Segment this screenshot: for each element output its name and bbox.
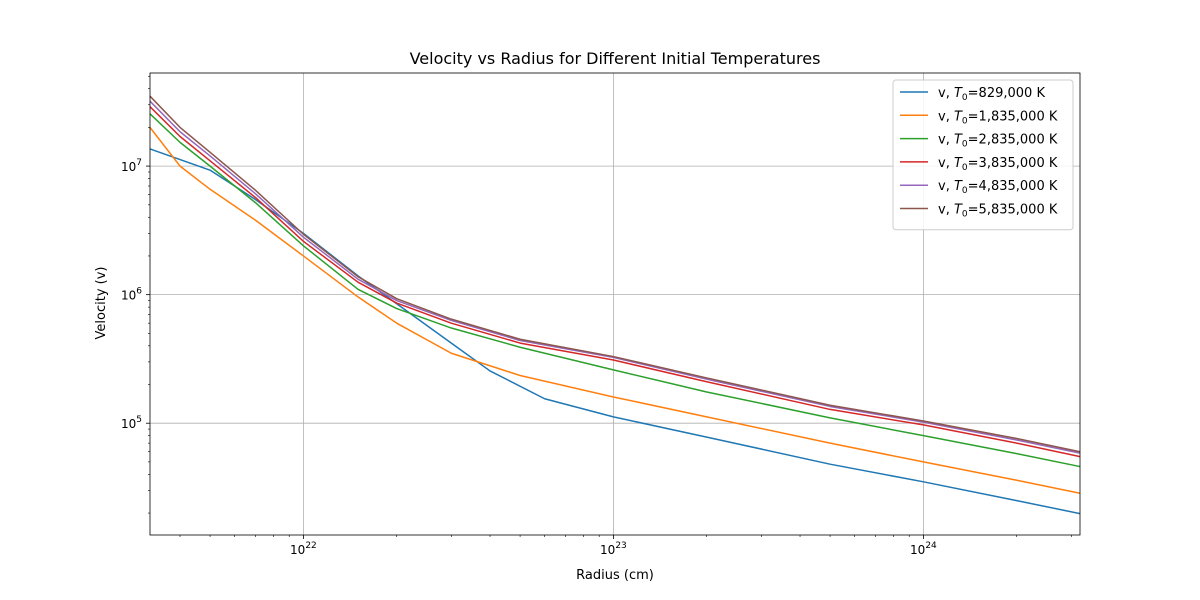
x-tick-label: 1022	[290, 541, 317, 557]
legend-entry-label: v, T0=3,835,000 K	[938, 156, 1058, 173]
axes: 1022 1023 1024 105 106 107	[121, 72, 1081, 557]
legend-entry-label: v, T0=1,835,000 K	[938, 109, 1058, 126]
series-line-2	[149, 126, 1081, 495]
legend-box	[892, 79, 1074, 231]
legend-entry-label: v, T0=4,835,000 K	[938, 179, 1058, 196]
y-tick-label: 106	[121, 287, 142, 303]
series-lines	[149, 95, 1081, 515]
x-tick-label: 1024	[910, 541, 937, 557]
plot-frame	[149, 72, 1081, 536]
y-tick-label: 105	[121, 415, 142, 431]
series-line-4	[149, 106, 1081, 458]
series-line-3	[149, 113, 1081, 468]
y-tick-label: 107	[121, 158, 142, 174]
series-line-5	[149, 100, 1081, 454]
legend-entry-label: v, T0=5,835,000 K	[938, 203, 1058, 220]
x-tick-label: 1023	[600, 541, 627, 557]
x-axis-label: Radius (cm)	[576, 568, 654, 583]
series-line-6	[149, 95, 1081, 453]
y-axis-label: Velocity (v)	[94, 267, 109, 340]
legend-entry-label: v, T0=829,000 K	[938, 86, 1045, 103]
series-line-1	[149, 148, 1081, 515]
legend: v, T0=829,000 K v, T0=1,835,000 K v, T0=2,…	[892, 79, 1074, 231]
chart-title: Velocity vs Radius for Different Initial…	[410, 49, 821, 68]
legend-entry-label: v, T0=2,835,000 K	[938, 133, 1058, 150]
